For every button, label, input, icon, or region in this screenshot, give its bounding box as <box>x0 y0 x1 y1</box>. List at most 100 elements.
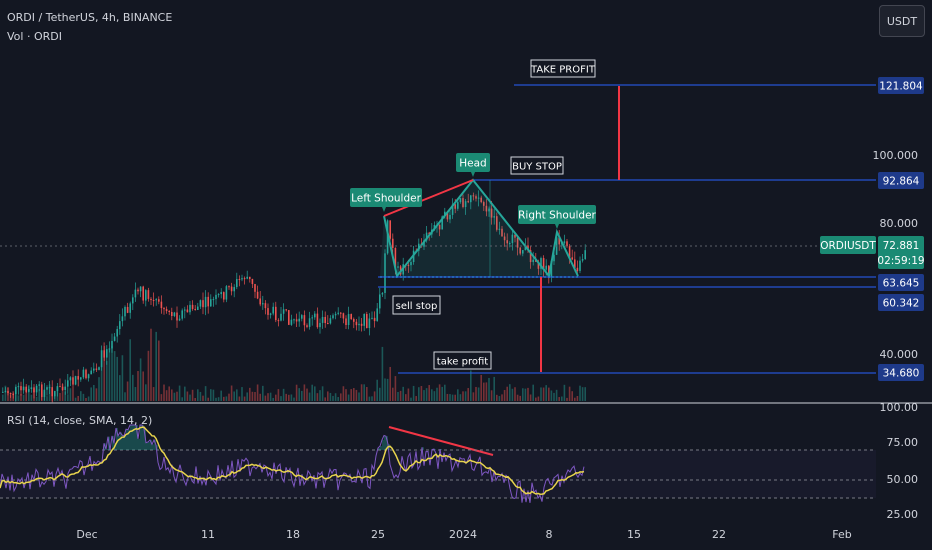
price-label-92864-bg <box>878 172 924 189</box>
candle-body <box>191 304 194 310</box>
candle-body <box>394 247 397 268</box>
candle-body <box>7 391 9 394</box>
candle-body <box>56 386 59 391</box>
candle-body <box>181 310 183 319</box>
volume-bar <box>207 397 209 401</box>
candle-body <box>509 243 511 245</box>
svg-text:Head: Head <box>459 158 486 170</box>
volume-bar <box>25 387 27 401</box>
rsi-overbought-segment <box>130 425 132 450</box>
candle-body <box>576 267 579 271</box>
price-tick-40: 40.000 <box>880 348 919 361</box>
candle-body <box>368 318 371 329</box>
pattern-fill <box>380 180 578 277</box>
volume-bar <box>392 387 394 401</box>
rsi-overbought-segment <box>112 435 114 450</box>
volume-bar <box>272 397 274 401</box>
price-label-92864: 92.864 <box>883 176 920 188</box>
candle-body <box>462 198 464 207</box>
last-price-box <box>878 236 924 269</box>
volume-bar <box>277 389 280 401</box>
volume-bar <box>311 384 313 401</box>
candle-body <box>80 377 82 380</box>
candle-body <box>381 292 384 295</box>
volume-bar <box>103 342 105 401</box>
volume-bar <box>522 388 524 401</box>
volume-bar <box>61 384 64 401</box>
volume-bar <box>441 386 443 401</box>
candle-body <box>571 257 573 260</box>
candle-body <box>269 313 272 315</box>
volume-bar <box>555 389 558 401</box>
candle-body <box>134 289 137 298</box>
volume-bar <box>345 389 347 401</box>
volume-bar <box>438 384 441 401</box>
candle-body <box>59 386 61 388</box>
candle-body <box>532 259 534 263</box>
volume-bar <box>379 387 381 401</box>
volume-bar <box>126 381 129 401</box>
volume-bar <box>548 387 550 401</box>
take-profit-lower-annotation: take profit <box>437 357 488 368</box>
volume-bar <box>358 392 360 401</box>
candle-body <box>210 299 212 307</box>
volume-bar <box>306 388 308 401</box>
currency-button[interactable]: USDT <box>879 5 925 37</box>
candle-body <box>64 386 66 391</box>
volume-bar <box>194 397 196 401</box>
candle-body <box>178 318 181 321</box>
rsi-overbought-segment <box>156 444 158 450</box>
candle-body <box>441 216 443 230</box>
volume-bar <box>230 385 233 401</box>
volume-bar <box>290 394 293 401</box>
volume-bar <box>397 391 399 401</box>
candle-body <box>165 309 168 312</box>
volume-bar <box>288 394 290 401</box>
volume-bar <box>256 384 259 401</box>
candle-body <box>2 391 4 393</box>
candle-body <box>373 317 376 322</box>
volume-bar <box>59 392 61 401</box>
candle-body <box>366 313 368 329</box>
volume-bar <box>561 396 563 401</box>
candle-body <box>303 315 306 326</box>
candle-body <box>332 315 334 319</box>
price-axis[interactable]: 100.000 80.000 40.000 121.804 92.864 ORD… <box>820 77 925 521</box>
candle-body <box>199 300 202 307</box>
volume-bar <box>186 391 189 401</box>
candle-body <box>90 370 92 375</box>
volume-bar <box>488 377 490 401</box>
candle-body <box>33 387 35 393</box>
candle-body <box>238 279 241 281</box>
volume-bar <box>412 385 415 401</box>
volume-bar <box>160 394 163 401</box>
volume-bar <box>389 366 391 401</box>
symbol-tag: ORDIUSDT <box>820 240 876 252</box>
rsi-overbought-segment <box>144 428 146 450</box>
candle-body <box>241 278 243 280</box>
volume-bar <box>303 384 306 401</box>
candle-body <box>566 241 568 247</box>
volume-bar <box>423 390 425 401</box>
volume-bar <box>553 392 555 401</box>
volume-bar <box>532 384 534 401</box>
svg-text:Left Shoulder: Left Shoulder <box>351 193 422 205</box>
candle-body <box>537 261 540 269</box>
volume-bar <box>405 394 407 401</box>
candle-body <box>147 290 150 299</box>
candle-body <box>93 368 95 371</box>
candle-body <box>152 300 155 302</box>
volume-bar <box>285 393 287 401</box>
time-axis[interactable]: Dec 11 18 25 2024 8 15 22 Feb <box>76 528 851 541</box>
svg-text:Right Shoulder: Right Shoulder <box>518 210 596 222</box>
rsi-overbought-segment <box>140 425 142 450</box>
candle-body <box>563 241 566 244</box>
time-tick-25: 25 <box>371 528 385 541</box>
volume-bar <box>217 397 220 401</box>
volume-bar <box>264 395 267 401</box>
candle-body <box>246 276 248 279</box>
candle-body <box>384 253 386 293</box>
volume-bar <box>158 340 160 401</box>
